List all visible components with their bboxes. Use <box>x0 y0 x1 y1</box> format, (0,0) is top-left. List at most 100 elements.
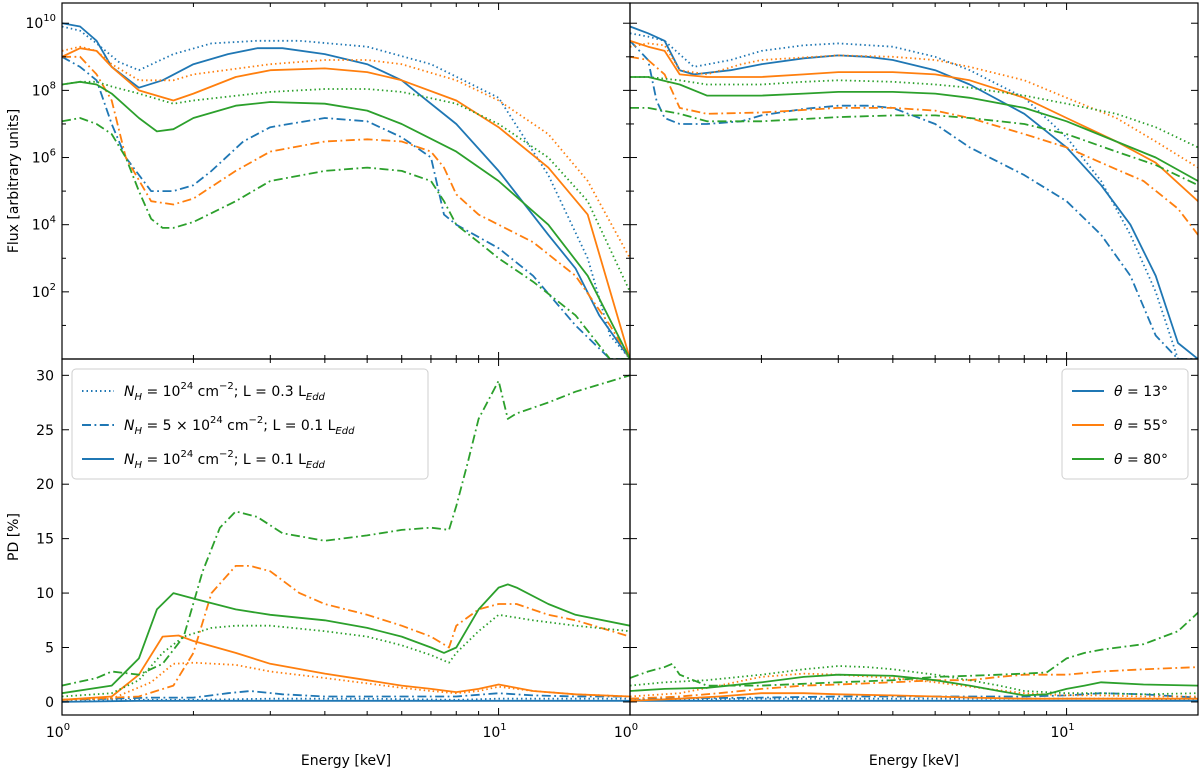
x-tick-label-base: 10 <box>1050 725 1068 741</box>
y-tick-label: 20 <box>36 477 54 493</box>
series-line-theta80-dashdot <box>62 117 630 359</box>
legend-subscript: Edd <box>306 460 326 471</box>
legend-superscript: 24 <box>180 381 193 392</box>
y-tick-label: 102 <box>32 282 56 301</box>
legend-symbol: θ <box>1114 452 1123 468</box>
series-line-theta80-dashdot <box>630 612 1198 687</box>
legend-superscript: −2 <box>219 381 234 392</box>
y-tick-label-exponent: 2 <box>50 282 56 293</box>
y-tick-label-base: 10 <box>32 83 50 99</box>
legend-symbol: θ <box>1114 418 1123 434</box>
plot-area-top-right <box>630 25 1198 359</box>
x-tick-label-base: 10 <box>46 725 64 741</box>
series-line-theta55-dotted <box>62 661 630 701</box>
legend-subscript: H <box>134 392 142 403</box>
legend-subscript: H <box>134 426 142 437</box>
y-axis-label: Flux [arbitrary units] <box>6 109 22 253</box>
y-tick-label: 10 <box>36 586 54 602</box>
legend-symbol: N <box>124 384 135 400</box>
legend-symbol: N <box>124 452 135 468</box>
legend-label: θ = 55° <box>1114 418 1168 434</box>
legend-box <box>1061 368 1189 480</box>
series-line-theta80-dotted <box>630 76 1198 149</box>
y-tick-label-exponent: 8 <box>50 80 56 91</box>
legend-label: NH = 1024 cm−2; L = 0.3 LEdd <box>124 381 326 403</box>
legend-symbol: N <box>124 418 135 434</box>
y-tick-label-exponent: 10 <box>43 13 56 24</box>
series-line-theta13-solid <box>62 22 630 359</box>
series-line-theta55-dashdot <box>62 565 630 701</box>
legend-text-part: ; L = 0.1 L <box>234 452 306 468</box>
legend-subscript: Edd <box>306 392 326 403</box>
y-tick-label-base: 10 <box>25 16 43 32</box>
plot-area-bottom-left <box>62 374 630 703</box>
legend-text-part: = 10 <box>142 384 180 400</box>
series-line-theta80-solid <box>62 80 630 359</box>
x-tick-label-exponent: 0 <box>64 722 70 733</box>
y-tick-label-base: 10 <box>32 285 50 301</box>
legend-label: NH = 1024 cm−2; L = 0.1 LEdd <box>124 449 326 471</box>
legend-text-part: = 5 × 10 <box>142 418 210 434</box>
y-tick-label: 5 <box>45 641 54 657</box>
series-line-theta80-solid <box>62 583 630 695</box>
legend-bottom-right: θ = 13°θ = 55°θ = 80° <box>1061 368 1189 480</box>
series-line-theta55-dotted <box>630 42 1198 169</box>
legend-superscript: −2 <box>219 449 234 460</box>
legend-superscript: 24 <box>210 415 223 426</box>
x-axis-label: Energy [keV] <box>869 753 959 769</box>
series-line-theta55-solid <box>62 634 630 701</box>
legend-text-part: cm <box>193 452 219 468</box>
y-tick-label-exponent: 4 <box>50 215 56 226</box>
series-line-theta13-dashdot <box>630 692 1198 700</box>
x-tick-label-exponent: 1 <box>1068 722 1074 733</box>
y-tick-label: 0 <box>45 695 54 711</box>
x-tick-label-base: 10 <box>614 725 632 741</box>
legend-label: θ = 80° <box>1114 452 1168 468</box>
series-line-theta80-solid <box>630 673 1198 697</box>
y-tick-label: 104 <box>32 215 56 234</box>
series-line-theta13-dotted <box>62 697 630 702</box>
series-line-theta13-dashdot <box>62 56 630 359</box>
plot-area-bottom-right <box>630 612 1198 702</box>
x-tick-label: 101 <box>1050 722 1074 741</box>
axes-frame-top-right <box>629 2 1199 360</box>
series-line-theta13-solid <box>630 25 1198 359</box>
x-axis-label: Energy [keV] <box>301 753 391 769</box>
legend-subscript: Edd <box>335 426 355 437</box>
legend-subscript: H <box>134 460 142 471</box>
series-line-theta13-solid <box>62 699 630 703</box>
legend-text-part: ; L = 0.3 L <box>234 384 306 400</box>
series-line-theta55-solid <box>62 47 630 359</box>
legend-text-part: cm <box>193 384 219 400</box>
y-axis-label: PD [%] <box>6 513 22 561</box>
legend-label: NH = 5 × 1024 cm−2; L = 0.1 LEdd <box>124 415 355 437</box>
plot-layer <box>62 22 1198 703</box>
series-line-theta13-dotted <box>630 32 1198 359</box>
legend-symbol: θ <box>1114 384 1123 400</box>
legend-text-part: = 55° <box>1123 418 1168 434</box>
legend-label: θ = 13° <box>1114 384 1168 400</box>
axes-frame-bottom-right <box>629 358 1199 716</box>
legend-text-part: = 13° <box>1123 384 1168 400</box>
y-tick-label-base: 10 <box>32 218 50 234</box>
x-tick-label: 100 <box>46 722 70 741</box>
legend-box <box>71 368 429 480</box>
y-tick-label: 30 <box>36 368 54 384</box>
series-line-theta55-dotted <box>630 672 1198 698</box>
y-tick-label: 25 <box>36 423 54 439</box>
y-tick-label-exponent: 6 <box>50 148 56 159</box>
x-tick-label: 101 <box>482 722 506 741</box>
series-line-theta13-dashdot <box>630 40 1198 359</box>
series-line-theta13-dashdot <box>62 690 630 701</box>
legend-text-part: = 10 <box>142 452 180 468</box>
x-tick-label-exponent: 0 <box>632 722 638 733</box>
axes-frame-top-left <box>61 2 631 360</box>
plot-area-top-left <box>62 22 630 359</box>
legend-superscript: −2 <box>249 415 264 426</box>
y-tick-label-base: 10 <box>32 151 50 167</box>
y-tick-label: 108 <box>32 80 56 99</box>
